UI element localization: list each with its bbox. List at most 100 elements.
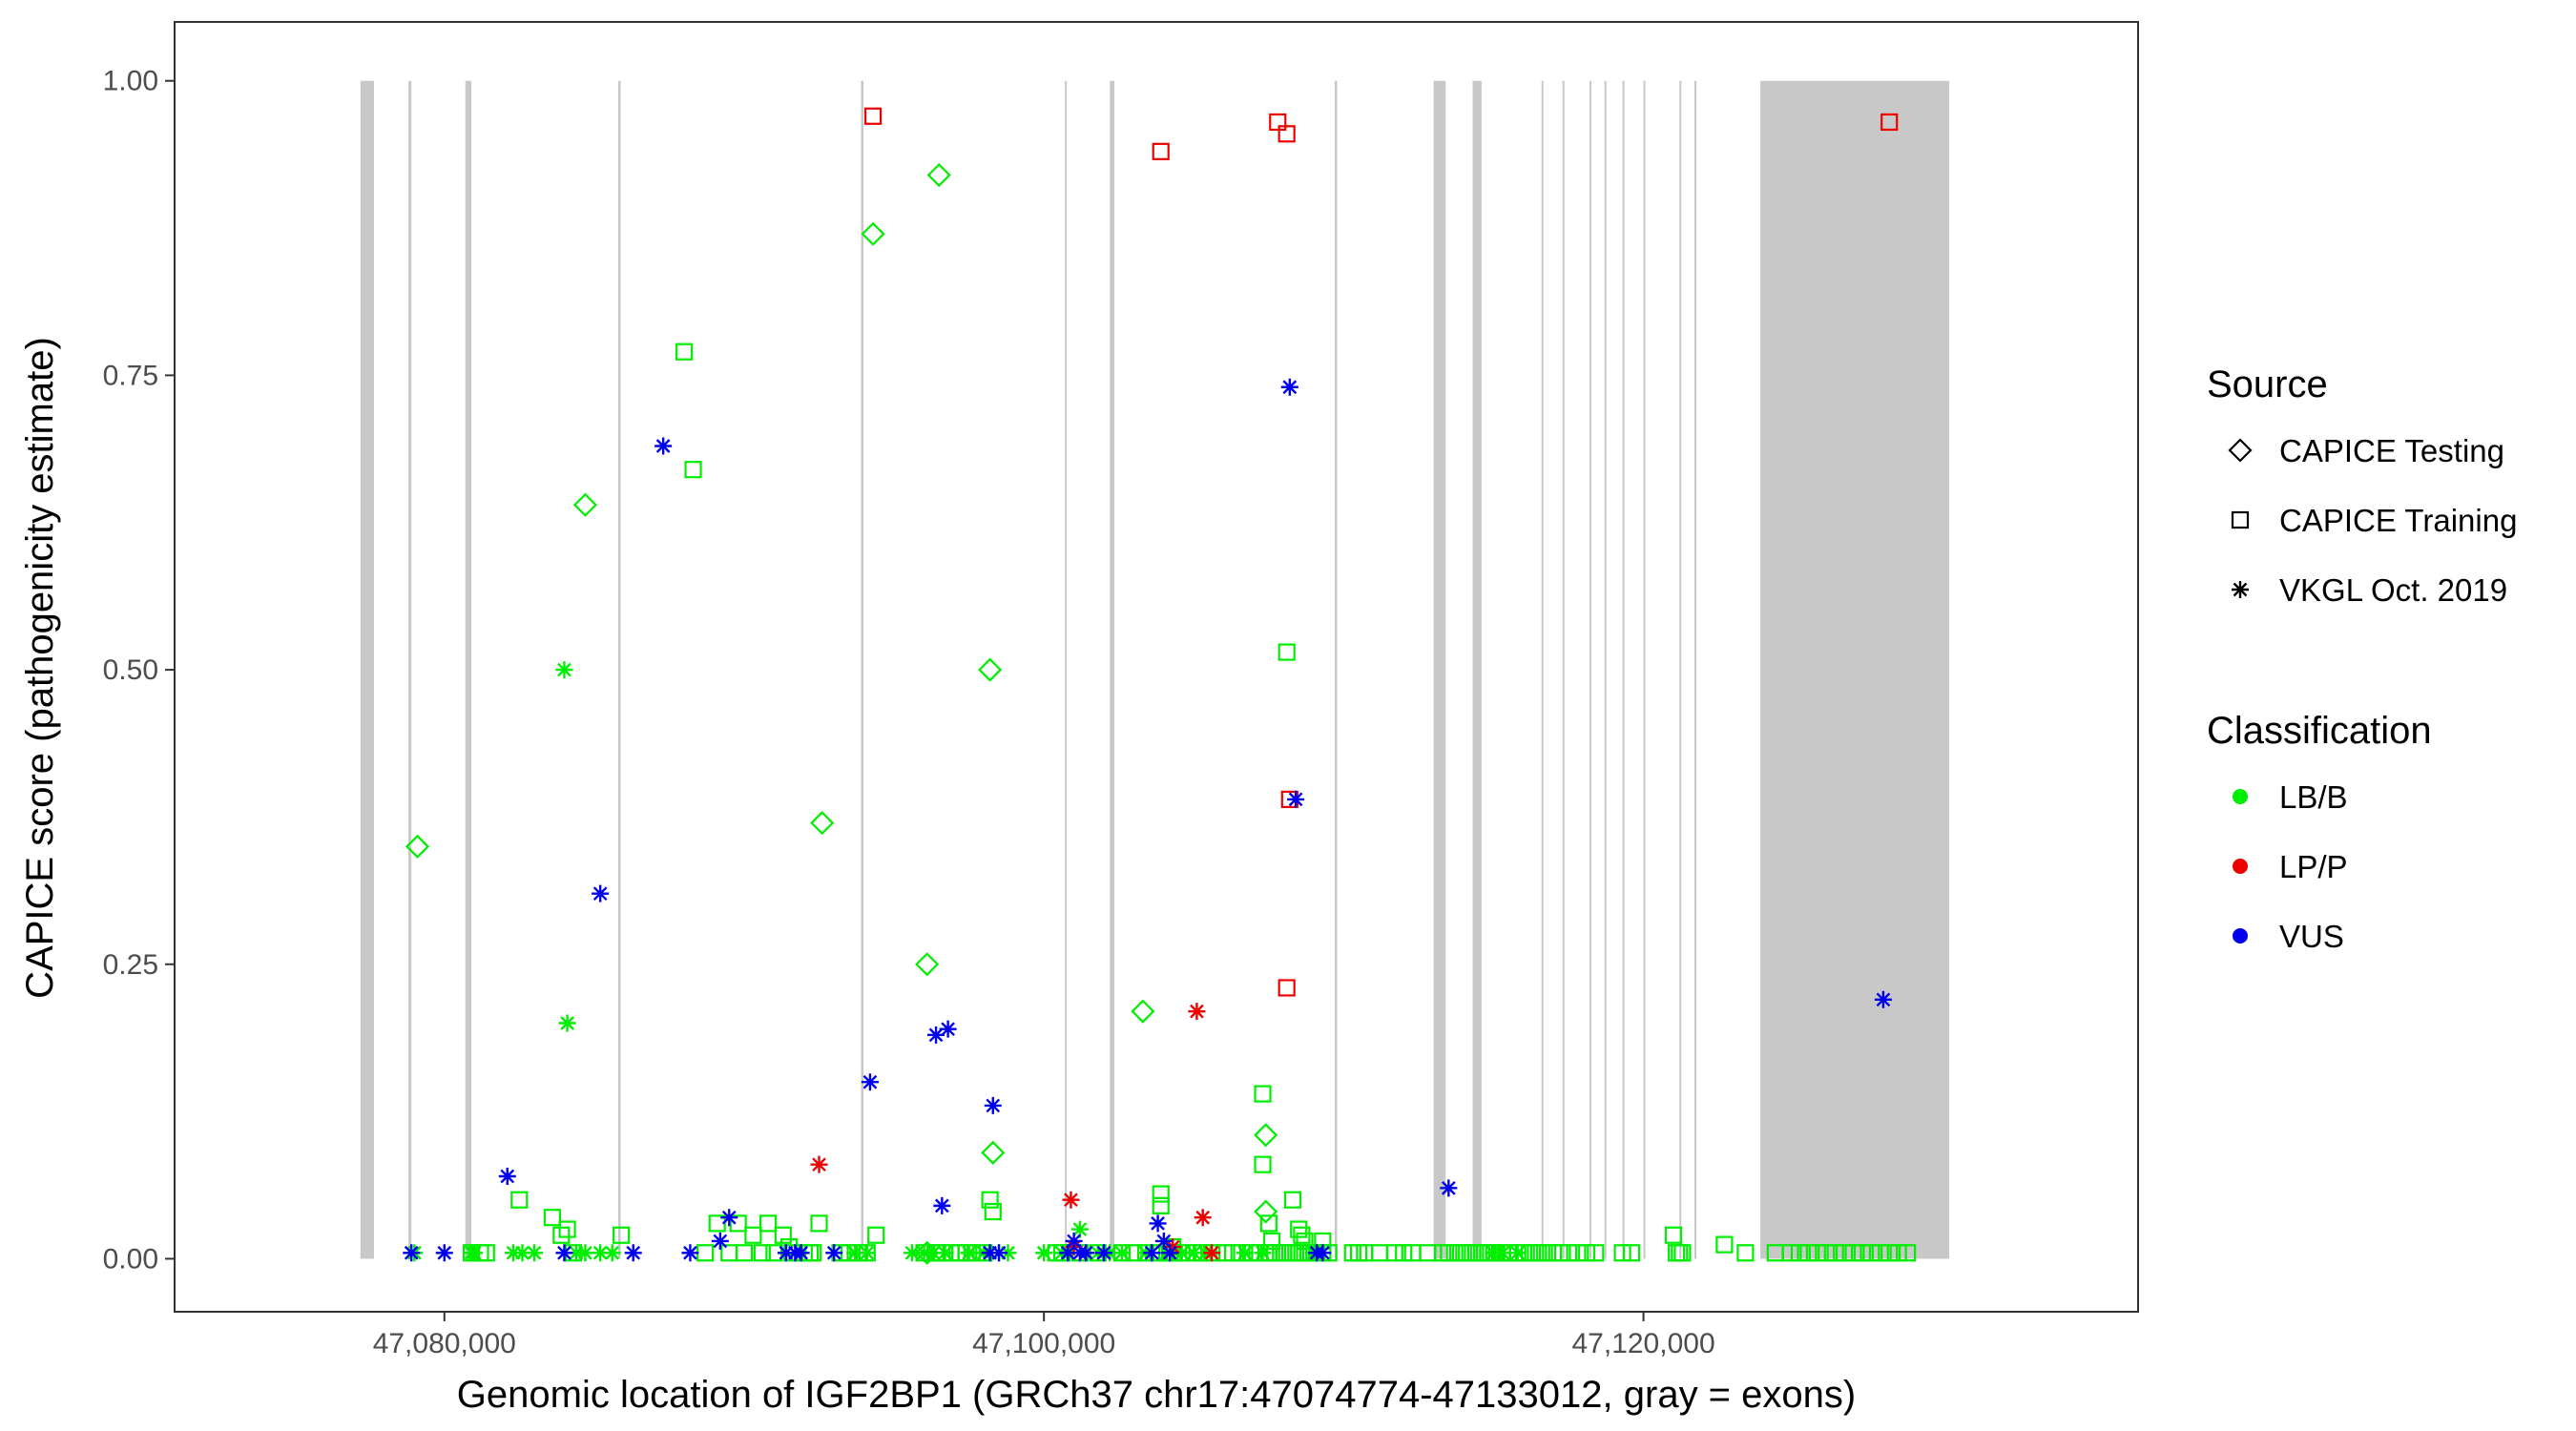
data-point bbox=[1259, 1214, 1278, 1233]
data-point bbox=[1077, 1244, 1095, 1262]
data-point bbox=[984, 1096, 1002, 1114]
legend-source-label: CAPICE Testing bbox=[2279, 433, 2504, 468]
data-point bbox=[654, 437, 673, 455]
data-point bbox=[1161, 1244, 1179, 1262]
data-point bbox=[498, 1168, 516, 1186]
data-point bbox=[1095, 1244, 1113, 1262]
data-point bbox=[936, 1244, 954, 1262]
data-point bbox=[863, 107, 883, 125]
data-point bbox=[1254, 1244, 1272, 1262]
data-point bbox=[684, 461, 702, 479]
data-point bbox=[1287, 790, 1305, 808]
data-point bbox=[405, 834, 430, 859]
exon-band bbox=[1110, 80, 1115, 1259]
data-point bbox=[1889, 1244, 1907, 1262]
y-tick-label: 0.00 bbox=[103, 1243, 158, 1275]
data-point bbox=[1275, 1244, 1293, 1262]
data-point bbox=[1314, 1244, 1332, 1262]
data-point bbox=[613, 1226, 631, 1244]
exon-band bbox=[1541, 80, 1544, 1259]
exon-band bbox=[465, 80, 472, 1259]
exon-band bbox=[1679, 80, 1682, 1259]
data-point bbox=[1280, 378, 1298, 396]
data-point bbox=[735, 1244, 754, 1262]
legend-source-title: Source bbox=[2207, 363, 2328, 405]
legend-source-label: CAPICE Training bbox=[2279, 503, 2517, 538]
legend-classification-items: LB/B LP/P VUS bbox=[2233, 779, 2348, 954]
data-point bbox=[1143, 1244, 1161, 1262]
exon-band bbox=[1589, 80, 1592, 1259]
data-point bbox=[1835, 1244, 1854, 1262]
data-point bbox=[1278, 125, 1296, 143]
data-point bbox=[759, 1214, 778, 1233]
exon-band bbox=[360, 80, 374, 1259]
data-point bbox=[576, 1244, 594, 1262]
legend-classification-title: Classification bbox=[2207, 710, 2432, 752]
data-point bbox=[867, 1226, 885, 1244]
data-point bbox=[1254, 1085, 1272, 1103]
data-point bbox=[1550, 1244, 1568, 1262]
data-point bbox=[729, 1214, 747, 1233]
data-point bbox=[846, 1244, 864, 1262]
data-point bbox=[1154, 1232, 1173, 1250]
exon-band bbox=[1622, 80, 1625, 1259]
data-point bbox=[933, 1196, 951, 1214]
data-point bbox=[1559, 1244, 1578, 1262]
data-point bbox=[1296, 1232, 1314, 1251]
data-point bbox=[1269, 113, 1287, 132]
data-point bbox=[1065, 1232, 1083, 1250]
data-point bbox=[990, 1244, 1008, 1262]
legend-class-key bbox=[2233, 859, 2248, 874]
legend-source-key bbox=[2228, 438, 2253, 463]
exon-bands bbox=[360, 80, 1950, 1259]
data-points bbox=[403, 107, 1917, 1265]
data-point bbox=[777, 1244, 795, 1262]
data-point bbox=[568, 1244, 586, 1262]
data-point bbox=[552, 1226, 571, 1244]
data-point bbox=[1385, 1244, 1403, 1262]
data-point bbox=[1062, 1191, 1080, 1209]
data-point bbox=[858, 1244, 876, 1262]
data-point bbox=[1152, 1196, 1170, 1214]
data-point bbox=[774, 1226, 792, 1244]
data-point bbox=[1278, 979, 1296, 997]
data-point bbox=[981, 1140, 1006, 1165]
data-point bbox=[1790, 1244, 1809, 1262]
data-point bbox=[675, 342, 694, 361]
exon-band bbox=[1433, 80, 1446, 1259]
exon-band bbox=[1562, 80, 1565, 1259]
x-tick-label: 47,080,000 bbox=[373, 1328, 516, 1359]
data-point bbox=[861, 221, 885, 246]
data-point bbox=[513, 1244, 531, 1262]
data-point bbox=[978, 657, 1003, 682]
data-point bbox=[1188, 1003, 1206, 1021]
data-point bbox=[1862, 1244, 1880, 1262]
data-point bbox=[1781, 1244, 1799, 1262]
exon-band bbox=[1334, 80, 1338, 1259]
data-point bbox=[592, 884, 610, 902]
legend-class-key bbox=[2233, 789, 2248, 804]
data-point bbox=[526, 1244, 544, 1262]
data-point bbox=[753, 1244, 771, 1262]
data-point bbox=[927, 1026, 945, 1044]
legend-class-label: LB/B bbox=[2279, 779, 2348, 815]
legend: Source CAPICE Testing CAPICE Training VKGL… bbox=[2207, 363, 2517, 954]
data-point bbox=[960, 1244, 978, 1262]
data-point bbox=[543, 1209, 561, 1227]
exon-band bbox=[1760, 80, 1950, 1259]
data-point bbox=[1254, 1199, 1278, 1224]
data-point bbox=[744, 1226, 762, 1244]
data-point bbox=[1173, 1244, 1191, 1262]
data-point bbox=[1131, 999, 1155, 1024]
exon-band bbox=[1693, 80, 1696, 1259]
data-point bbox=[924, 1244, 942, 1262]
legend-source-items: CAPICE Testing CAPICE Training VKGL Oct. 2… bbox=[2228, 433, 2517, 608]
y-tick-label: 0.50 bbox=[103, 654, 158, 686]
data-point bbox=[1853, 1244, 1872, 1262]
data-point bbox=[1262, 1232, 1281, 1251]
data-point bbox=[861, 1073, 879, 1091]
data-point bbox=[1587, 1244, 1605, 1262]
data-point bbox=[1203, 1244, 1221, 1262]
y-tick-label: 0.75 bbox=[103, 360, 158, 391]
